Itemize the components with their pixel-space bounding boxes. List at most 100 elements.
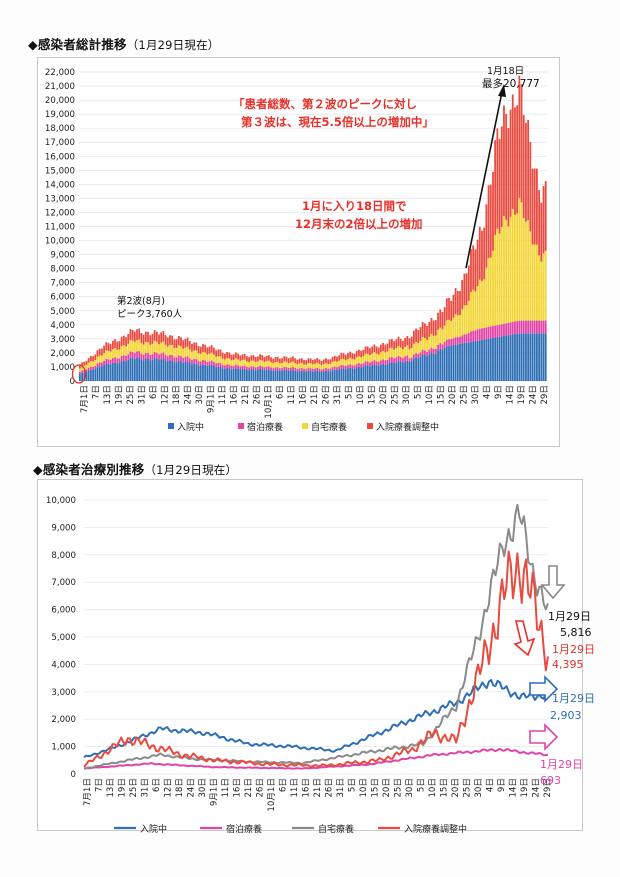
- bar-segment: [250, 355, 253, 361]
- bar-segment: [408, 338, 411, 350]
- bar-segment: [184, 338, 187, 348]
- bar-segment: [265, 366, 268, 370]
- line-home: [83, 503, 549, 770]
- bar-segment: [507, 335, 510, 381]
- hotel-end-value: 693: [540, 774, 561, 787]
- bar-segment: [228, 368, 231, 381]
- bar-segment: [144, 342, 147, 353]
- bar-segment: [318, 359, 321, 364]
- bar-segment: [120, 361, 123, 381]
- red-note-line1: 「患者総数、第２波のピークに対し: [233, 97, 417, 111]
- bar-segment: [377, 347, 380, 355]
- bar-segment: [533, 320, 536, 334]
- bar-segment: [358, 356, 360, 364]
- bar-segment: [169, 344, 171, 355]
- bar-segment: [79, 373, 81, 381]
- bar-segment: [544, 181, 547, 251]
- bar-segment: [166, 337, 169, 347]
- bar-segment: [256, 366, 259, 370]
- bar-segment: [158, 360, 160, 381]
- bar-segment: [300, 368, 303, 371]
- x-tick-label: 9月1日: [206, 385, 217, 413]
- bar-segment: [342, 359, 345, 366]
- bar-segment: [487, 258, 490, 327]
- bar-segment: [439, 327, 442, 344]
- bar-segment: [300, 370, 303, 381]
- bar-segment: [344, 369, 347, 381]
- bar-segment: [353, 368, 356, 381]
- bar-segment: [180, 361, 182, 381]
- bar-segment: [529, 320, 532, 334]
- bar-segment: [116, 363, 119, 381]
- bar-segment: [362, 363, 365, 367]
- bar-segment: [364, 365, 367, 381]
- bar-segment: [206, 347, 209, 355]
- bar-segment: [525, 320, 527, 334]
- bar-segment: [382, 342, 385, 351]
- bar-segment: [208, 353, 211, 362]
- bar-segment: [331, 367, 334, 371]
- bar-segment: [259, 365, 261, 369]
- bar-segment: [131, 340, 134, 352]
- bar-segment: [276, 356, 279, 362]
- bar-segment: [270, 370, 272, 381]
- bar-segment: [415, 353, 417, 358]
- bar-segment: [274, 367, 277, 371]
- bar-segment: [186, 361, 189, 381]
- bar-segment: [272, 358, 275, 364]
- bar-segment: [305, 369, 308, 372]
- bar-segment: [186, 356, 189, 362]
- bar-segment: [298, 358, 301, 364]
- bar-segment: [443, 325, 446, 342]
- bar-segment: [309, 370, 312, 381]
- bar-segment: [158, 344, 160, 355]
- bar-segment: [153, 340, 156, 352]
- bar-segment: [452, 345, 455, 381]
- bar-segment: [254, 370, 257, 381]
- bar-segment: [388, 362, 391, 381]
- bar-segment: [531, 333, 534, 381]
- bar-segment: [373, 344, 376, 353]
- bar-segment: [434, 348, 437, 354]
- bar-segment: [252, 366, 255, 370]
- bar-segment: [426, 351, 428, 357]
- legend-swatch-hotel: [238, 423, 244, 429]
- bar-segment: [325, 358, 327, 364]
- bar-segment: [274, 370, 277, 381]
- bar-segment: [303, 360, 305, 365]
- bar-segment: [100, 362, 103, 367]
- bar-segment: [505, 219, 508, 324]
- bar-segment: [276, 361, 279, 368]
- bar-segment: [307, 358, 310, 364]
- bar-segment: [133, 341, 136, 353]
- bar-segment: [511, 208, 514, 322]
- bar-segment: [237, 368, 239, 381]
- bar-segment: [230, 354, 233, 361]
- bar-segment: [243, 359, 246, 366]
- bar-segment: [481, 339, 483, 381]
- bar-segment: [401, 358, 404, 363]
- bar-segment: [456, 344, 459, 381]
- bar-segment: [206, 365, 209, 381]
- bar-segment: [364, 346, 367, 354]
- bar-segment: [463, 334, 466, 344]
- bar-segment: [522, 115, 525, 218]
- bar-segment: [147, 331, 149, 343]
- bar-segment: [281, 370, 283, 381]
- bar-segment: [489, 184, 492, 258]
- bar-segment: [270, 357, 272, 363]
- bar-segment: [111, 340, 114, 350]
- hotel-end-date: 1月29日: [540, 758, 583, 771]
- bar-segment: [404, 361, 406, 381]
- bar-segment: [241, 365, 244, 370]
- bar-segment: [133, 352, 136, 359]
- bar-segment: [206, 354, 209, 362]
- bar-segment: [441, 329, 444, 345]
- bar-segment: [503, 105, 505, 217]
- bar-segment: [540, 202, 543, 262]
- chart2-frame: [37, 479, 583, 831]
- bar-segment: [127, 359, 130, 381]
- bar-segment: [377, 361, 380, 366]
- bar-segment: [450, 321, 453, 340]
